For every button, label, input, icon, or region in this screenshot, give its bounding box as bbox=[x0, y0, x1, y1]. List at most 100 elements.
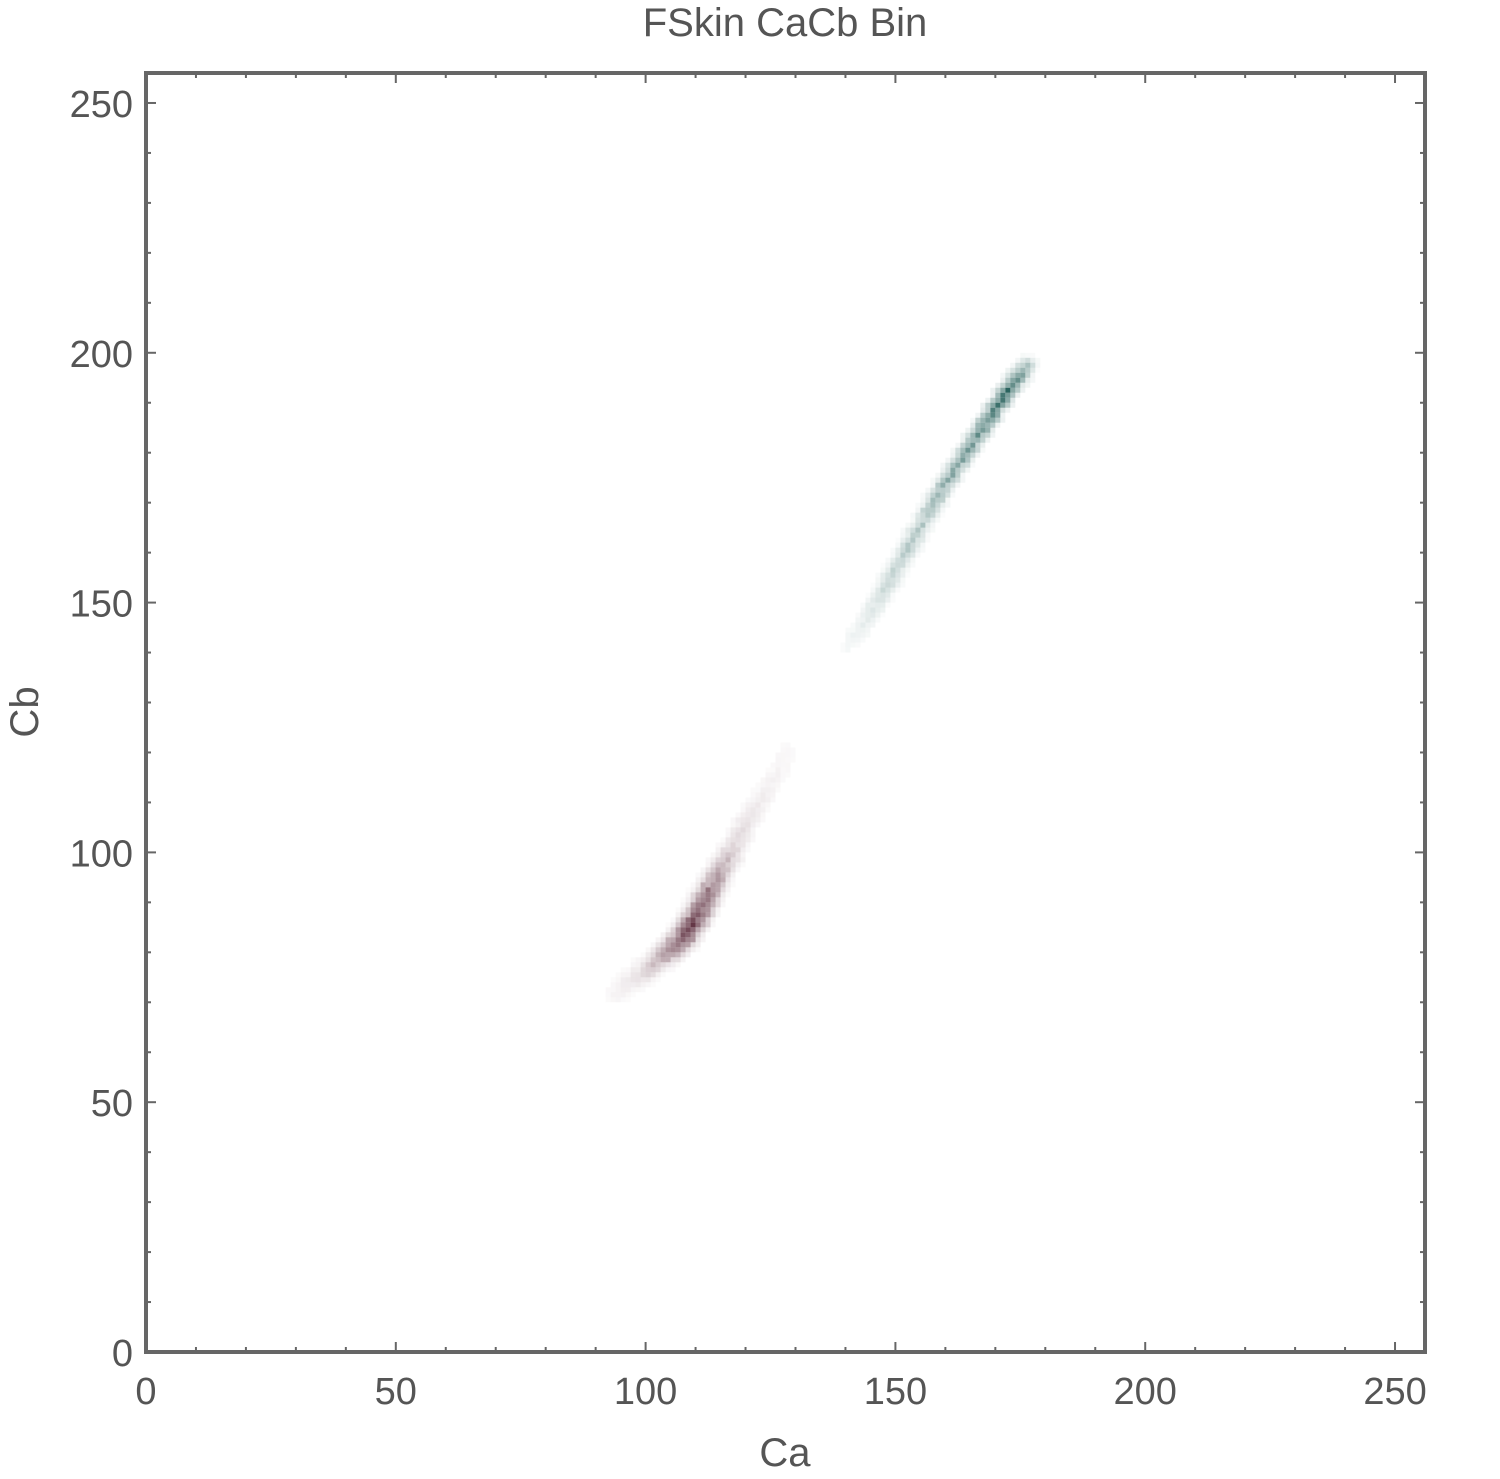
heatmap-cell bbox=[720, 877, 726, 883]
heatmap-cell bbox=[845, 637, 851, 643]
heatmap-cell bbox=[695, 897, 701, 903]
heatmap-cell bbox=[935, 507, 941, 513]
heatmap-cell bbox=[661, 972, 666, 977]
heatmap-cell bbox=[895, 582, 901, 588]
heatmap-cell bbox=[915, 503, 920, 508]
heatmap-cell bbox=[650, 942, 656, 948]
heatmap-cell bbox=[775, 767, 781, 773]
heatmap-cell bbox=[855, 632, 861, 638]
heatmap-cell bbox=[730, 847, 736, 853]
heatmap-cell bbox=[945, 492, 951, 498]
heatmap-cell bbox=[650, 972, 656, 978]
heatmap-cell bbox=[1020, 353, 1025, 358]
heatmap-cell bbox=[760, 807, 766, 813]
heatmap-cell bbox=[1020, 367, 1026, 373]
heatmap-cell bbox=[671, 917, 676, 922]
heatmap-cell bbox=[875, 612, 881, 618]
heatmap-cell bbox=[691, 882, 696, 887]
heatmap-cell bbox=[960, 437, 966, 443]
heatmap-cell bbox=[880, 602, 886, 608]
heatmap-cell bbox=[885, 587, 891, 593]
heatmap-cell bbox=[705, 887, 711, 893]
heatmap-cell bbox=[860, 627, 866, 633]
heatmap-cell bbox=[1005, 392, 1011, 398]
heatmap-cell bbox=[985, 402, 991, 408]
heatmap-cell bbox=[990, 427, 996, 433]
heatmap-cell bbox=[770, 787, 776, 793]
heatmap-cell bbox=[935, 472, 941, 478]
x-tick-label: 50 bbox=[375, 1371, 417, 1413]
heatmap-cell bbox=[1005, 372, 1011, 378]
heatmap-cell bbox=[885, 592, 891, 598]
heatmap-cell bbox=[855, 643, 860, 648]
heatmap-cell bbox=[990, 422, 996, 428]
heatmap-cell bbox=[741, 802, 746, 807]
heatmap-cell bbox=[740, 832, 746, 838]
heatmap-cell bbox=[776, 787, 781, 792]
heatmap-cell bbox=[750, 817, 756, 823]
heatmap-cell bbox=[615, 982, 621, 988]
heatmap-cell bbox=[870, 602, 876, 608]
heatmap-cell bbox=[745, 832, 751, 838]
heatmap-cell bbox=[670, 927, 676, 933]
heatmap-cell bbox=[620, 982, 626, 988]
heatmap-cell bbox=[731, 817, 736, 822]
x-tick-label: 150 bbox=[864, 1371, 927, 1413]
heatmap-cell bbox=[900, 542, 906, 548]
heatmap-cell bbox=[745, 802, 751, 808]
heatmap-cell bbox=[735, 842, 741, 848]
heatmap-cell bbox=[675, 917, 681, 923]
heatmap-cell bbox=[895, 588, 900, 593]
heatmap-cell bbox=[640, 967, 646, 973]
heatmap-cell bbox=[925, 487, 931, 493]
heatmap-cell bbox=[710, 917, 716, 923]
heatmap-cell bbox=[950, 447, 956, 453]
heatmap-cell bbox=[970, 427, 976, 433]
heatmap-cell bbox=[865, 593, 870, 598]
heatmap-cell bbox=[960, 447, 966, 453]
heatmap-cell bbox=[765, 797, 771, 803]
heatmap-cell bbox=[970, 432, 976, 438]
x-tick-label: 0 bbox=[135, 1371, 156, 1413]
heatmap-cell bbox=[1000, 377, 1006, 383]
heatmap-cell bbox=[765, 782, 771, 788]
heatmap-cell bbox=[735, 847, 741, 853]
heatmap-cell bbox=[955, 452, 961, 458]
heatmap-cell bbox=[680, 937, 686, 943]
heatmap-cell bbox=[670, 947, 676, 953]
heatmap-cell bbox=[875, 597, 881, 603]
heatmap-cell bbox=[885, 603, 890, 608]
heatmap-cell bbox=[700, 887, 706, 893]
heatmap-cell bbox=[985, 417, 991, 423]
heatmap-cell bbox=[890, 548, 895, 553]
heatmap-cell bbox=[735, 862, 741, 868]
heatmap-cell bbox=[955, 442, 961, 448]
heatmap-cell bbox=[865, 617, 871, 623]
heatmap-cell bbox=[915, 507, 921, 513]
heatmap-cell bbox=[935, 482, 941, 488]
heatmap-cell bbox=[905, 547, 911, 553]
heatmap-cell bbox=[700, 922, 706, 928]
heatmap-cell bbox=[765, 802, 771, 808]
heatmap-cell bbox=[1025, 382, 1031, 388]
heatmap-cell bbox=[860, 638, 865, 643]
heatmap-cell bbox=[660, 947, 666, 953]
heatmap-cell bbox=[925, 538, 930, 543]
heatmap-cell bbox=[910, 518, 915, 523]
heatmap-cell bbox=[750, 832, 756, 838]
heatmap-cell bbox=[1015, 362, 1021, 368]
heatmap-cell bbox=[945, 472, 951, 478]
y-axis-title: Cb bbox=[3, 686, 47, 737]
heatmap-cell bbox=[960, 432, 966, 438]
heatmap-cell bbox=[850, 643, 855, 648]
heatmap-cell bbox=[696, 947, 701, 952]
heatmap-cell bbox=[750, 812, 756, 818]
heatmap-cell bbox=[781, 772, 786, 777]
heatmap-cell bbox=[655, 957, 661, 963]
heatmap-cell bbox=[945, 497, 951, 503]
heatmap-cell bbox=[776, 782, 781, 787]
heatmap-cell bbox=[990, 402, 996, 408]
heatmap-cell bbox=[885, 567, 891, 573]
heatmap-cell bbox=[1015, 357, 1021, 363]
heatmap-cell bbox=[905, 562, 911, 568]
